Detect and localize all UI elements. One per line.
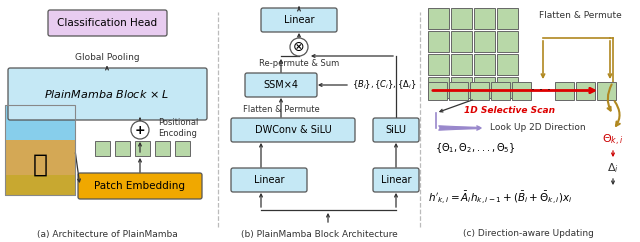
FancyBboxPatch shape bbox=[115, 141, 129, 156]
FancyBboxPatch shape bbox=[5, 105, 75, 195]
Text: $h'_{k,i} = \bar{A}_i h_{k,i-1} + (\bar{B}_i + \bar{\Theta}_{k,i})x_i$: $h'_{k,i} = \bar{A}_i h_{k,i-1} + (\bar{… bbox=[428, 189, 572, 207]
Text: 🦁: 🦁 bbox=[33, 153, 47, 177]
FancyBboxPatch shape bbox=[451, 53, 472, 75]
FancyBboxPatch shape bbox=[48, 10, 167, 36]
FancyBboxPatch shape bbox=[596, 82, 616, 99]
Text: $\Delta_i$: $\Delta_i$ bbox=[607, 161, 619, 175]
FancyBboxPatch shape bbox=[474, 53, 495, 75]
Text: Global Pooling: Global Pooling bbox=[75, 53, 140, 62]
FancyBboxPatch shape bbox=[428, 82, 447, 99]
FancyBboxPatch shape bbox=[231, 168, 307, 192]
FancyBboxPatch shape bbox=[451, 8, 472, 29]
Text: $\Theta_{k,i}$: $\Theta_{k,i}$ bbox=[602, 132, 624, 148]
FancyBboxPatch shape bbox=[8, 68, 207, 120]
FancyBboxPatch shape bbox=[154, 141, 170, 156]
FancyBboxPatch shape bbox=[554, 82, 573, 99]
FancyBboxPatch shape bbox=[474, 30, 495, 52]
Circle shape bbox=[290, 38, 308, 56]
Text: Flatten & Permute: Flatten & Permute bbox=[539, 10, 621, 20]
FancyBboxPatch shape bbox=[474, 8, 495, 29]
FancyBboxPatch shape bbox=[261, 8, 337, 32]
FancyBboxPatch shape bbox=[95, 141, 109, 156]
FancyBboxPatch shape bbox=[428, 53, 449, 75]
Text: DWConv & SiLU: DWConv & SiLU bbox=[255, 125, 332, 135]
FancyBboxPatch shape bbox=[490, 82, 509, 99]
FancyBboxPatch shape bbox=[5, 105, 75, 140]
FancyBboxPatch shape bbox=[575, 82, 595, 99]
FancyBboxPatch shape bbox=[428, 30, 449, 52]
FancyBboxPatch shape bbox=[497, 76, 518, 98]
FancyBboxPatch shape bbox=[78, 173, 202, 199]
Circle shape bbox=[131, 121, 149, 139]
FancyBboxPatch shape bbox=[175, 141, 189, 156]
FancyBboxPatch shape bbox=[497, 8, 518, 29]
Text: Re-permute & Sum: Re-permute & Sum bbox=[259, 59, 339, 68]
FancyBboxPatch shape bbox=[134, 141, 150, 156]
Text: SSM×4: SSM×4 bbox=[264, 80, 298, 90]
Text: Classification Head: Classification Head bbox=[58, 18, 157, 28]
FancyBboxPatch shape bbox=[428, 76, 449, 98]
Text: 1D Selective Scan: 1D Selective Scan bbox=[465, 106, 556, 115]
Text: Linear: Linear bbox=[253, 175, 284, 185]
Text: +: + bbox=[134, 123, 145, 136]
Text: (c) Direction-aware Updating: (c) Direction-aware Updating bbox=[463, 229, 593, 239]
Text: SiLU: SiLU bbox=[385, 125, 406, 135]
Text: ⊗: ⊗ bbox=[293, 40, 305, 54]
FancyBboxPatch shape bbox=[373, 118, 419, 142]
FancyBboxPatch shape bbox=[511, 82, 531, 99]
FancyBboxPatch shape bbox=[497, 30, 518, 52]
Text: · · ·: · · · bbox=[531, 84, 551, 97]
FancyBboxPatch shape bbox=[474, 76, 495, 98]
Text: $\{B_i\},\{C_i\},\{\Delta_i\}$: $\{B_i\},\{C_i\},\{\Delta_i\}$ bbox=[352, 79, 417, 91]
FancyBboxPatch shape bbox=[428, 8, 449, 29]
FancyBboxPatch shape bbox=[497, 53, 518, 75]
FancyBboxPatch shape bbox=[449, 82, 467, 99]
FancyBboxPatch shape bbox=[451, 76, 472, 98]
Text: Flatten & Permute: Flatten & Permute bbox=[243, 106, 319, 114]
Text: Look Up 2D Direction: Look Up 2D Direction bbox=[490, 123, 586, 133]
Text: PlainMamba Block × $L$: PlainMamba Block × $L$ bbox=[44, 88, 170, 100]
Text: (b) PlainMamba Block Architecture: (b) PlainMamba Block Architecture bbox=[241, 229, 397, 239]
FancyBboxPatch shape bbox=[373, 168, 419, 192]
FancyBboxPatch shape bbox=[451, 30, 472, 52]
Text: Linear: Linear bbox=[381, 175, 412, 185]
Text: $\{\Theta_1, \Theta_2,..., \Theta_5\}$: $\{\Theta_1, \Theta_2,..., \Theta_5\}$ bbox=[435, 141, 515, 155]
Text: (a) Architecture of PlainMamba: (a) Architecture of PlainMamba bbox=[36, 229, 177, 239]
FancyBboxPatch shape bbox=[5, 175, 75, 195]
FancyBboxPatch shape bbox=[470, 82, 488, 99]
Text: Positional
Encoding: Positional Encoding bbox=[158, 118, 198, 138]
FancyBboxPatch shape bbox=[245, 73, 317, 97]
Text: Patch Embedding: Patch Embedding bbox=[95, 181, 186, 191]
FancyBboxPatch shape bbox=[231, 118, 355, 142]
Text: Linear: Linear bbox=[284, 15, 314, 25]
